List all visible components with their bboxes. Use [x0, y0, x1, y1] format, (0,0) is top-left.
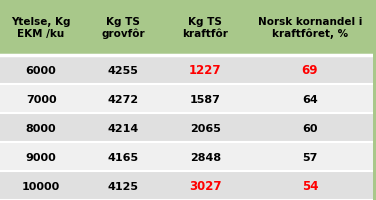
- FancyBboxPatch shape: [0, 171, 373, 200]
- Text: Norsk kornandel i
kraftfôret, %: Norsk kornandel i kraftfôret, %: [258, 17, 362, 39]
- FancyBboxPatch shape: [0, 0, 373, 56]
- Text: 60: 60: [302, 123, 318, 133]
- Text: 2065: 2065: [190, 123, 221, 133]
- Text: 1227: 1227: [189, 64, 221, 77]
- FancyBboxPatch shape: [0, 56, 373, 85]
- Text: 4255: 4255: [108, 65, 139, 75]
- Text: 4165: 4165: [108, 152, 139, 162]
- Text: 6000: 6000: [26, 65, 56, 75]
- Text: Kg TS
kraftfôr: Kg TS kraftfôr: [182, 17, 228, 39]
- Text: 7000: 7000: [26, 94, 56, 104]
- Text: Ytelse, Kg
EKM /ku: Ytelse, Kg EKM /ku: [11, 17, 71, 39]
- FancyBboxPatch shape: [0, 85, 373, 114]
- Text: 4272: 4272: [108, 94, 139, 104]
- Text: 4214: 4214: [108, 123, 139, 133]
- FancyBboxPatch shape: [0, 114, 373, 142]
- Text: 54: 54: [302, 179, 318, 192]
- Text: 69: 69: [302, 64, 318, 77]
- Text: Kg TS
grovfôr: Kg TS grovfôr: [102, 17, 145, 39]
- Text: 3027: 3027: [189, 179, 221, 192]
- Text: 8000: 8000: [26, 123, 56, 133]
- Text: 4125: 4125: [108, 181, 139, 191]
- Text: 1587: 1587: [190, 94, 221, 104]
- FancyBboxPatch shape: [0, 142, 373, 171]
- Text: 57: 57: [302, 152, 318, 162]
- Text: 9000: 9000: [26, 152, 56, 162]
- Text: 64: 64: [302, 94, 318, 104]
- Text: 10000: 10000: [22, 181, 60, 191]
- Text: 2848: 2848: [190, 152, 221, 162]
